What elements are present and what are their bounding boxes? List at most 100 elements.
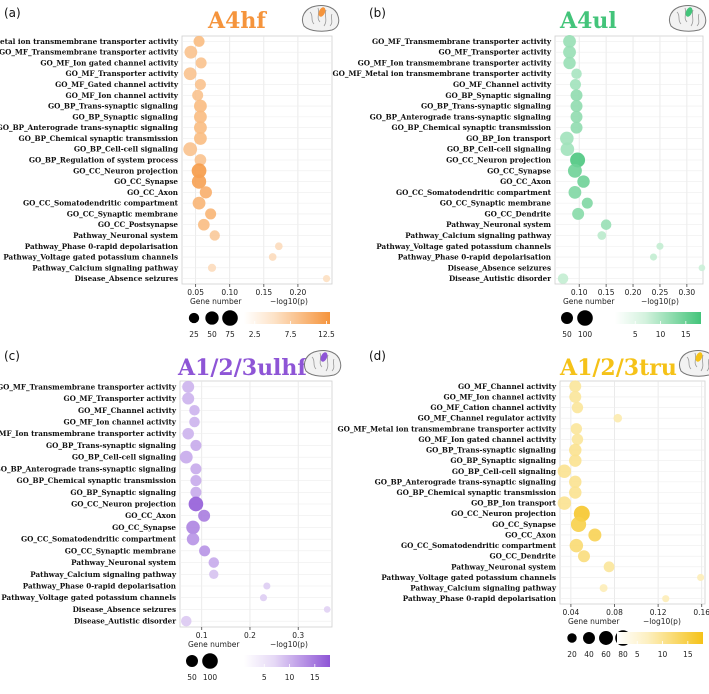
panel-label: (a) <box>4 6 21 20</box>
size-legend-title: Gene number <box>563 297 615 306</box>
color-legend-label: 5 <box>262 673 267 682</box>
data-point <box>600 584 608 592</box>
term-label: GO_CC_Synaptic membrane <box>440 199 552 208</box>
term-label: GO_MF_Ion transmembrane transporter acti… <box>358 58 552 67</box>
term-label: Disease_Absence seizures <box>73 605 176 614</box>
data-point <box>324 606 331 613</box>
brain-icon <box>303 5 339 31</box>
panel-label: (c) <box>4 349 20 363</box>
data-point <box>572 208 584 220</box>
term-label: GO_CC_Somatodendritic compartment <box>23 199 179 208</box>
size-legend-label: 50 <box>562 330 572 339</box>
data-point <box>190 475 201 486</box>
data-point <box>571 517 586 532</box>
term-label: GO_BP_Anterograde trans-synaptic signali… <box>0 123 178 132</box>
panel-label: (b) <box>369 6 386 20</box>
color-legend-bar <box>617 632 703 644</box>
x-axis-label: −log10(p) <box>643 617 681 626</box>
term-label: GO_BP_Anterograde trans-synaptic signali… <box>375 477 556 486</box>
panel-label: (d) <box>369 349 386 363</box>
data-point <box>561 142 575 156</box>
term-label: Pathway_Calcium signaling pathway <box>405 231 552 240</box>
term-label: GO_BP_Ion transport <box>466 134 552 143</box>
term-label: GO_BP_Cell-cell signaling <box>74 145 178 154</box>
term-label: GO_CC_Neuron projection <box>446 156 552 165</box>
term-label: GO_MF_Ion channel activity <box>65 91 178 100</box>
data-point <box>582 198 593 209</box>
data-point <box>180 451 193 464</box>
term-label: Pathway_Voltage gated potassium channels <box>381 573 556 582</box>
size-legend-dot <box>561 312 573 324</box>
data-point <box>260 594 267 601</box>
color-legend-label: 15 <box>683 650 693 659</box>
size-legend-dot <box>189 313 199 323</box>
data-point <box>198 510 210 522</box>
x-tick-label: 0.08 <box>606 608 623 617</box>
term-label: GO_MF_Channel regulator activity <box>418 414 557 423</box>
term-label: GO_CC_Synapse <box>487 166 551 175</box>
x-tick-label: 0.04 <box>563 608 580 617</box>
data-point <box>323 275 330 282</box>
data-point <box>205 208 216 219</box>
data-point <box>571 89 583 101</box>
data-point <box>189 405 200 416</box>
data-point <box>578 550 590 562</box>
term-label: GO_CC_Axon <box>127 188 179 197</box>
color-legend-bar <box>615 312 701 324</box>
term-label: Pathway_Neuronal system <box>71 558 176 567</box>
x-tick-label: 0.10 <box>571 288 588 297</box>
data-point <box>187 533 199 545</box>
term-label: Pathway_Voltage gated potassium channels <box>1 593 176 602</box>
data-point <box>571 68 582 79</box>
data-point <box>275 242 283 250</box>
term-label: Disease_Autistic disorder <box>449 274 551 283</box>
term-label: Pathway_Calcium signaling pathway <box>410 584 557 593</box>
term-label: GO_MF_Transporter activity <box>66 69 179 78</box>
data-point <box>697 574 704 581</box>
x-tick-label: 0.10 <box>221 288 238 297</box>
data-point <box>182 381 194 393</box>
term-label: Pathway_Neuronal system <box>73 231 178 240</box>
term-label: GO_MF_Metal ion transmembrane transporte… <box>0 37 179 46</box>
term-label: GO_MF_Transmembrane transporter activity <box>0 382 177 391</box>
data-point <box>563 46 576 59</box>
x-tick-label: 0.20 <box>290 288 307 297</box>
data-point <box>194 132 207 145</box>
data-point <box>192 90 203 101</box>
brain-icon <box>305 350 341 376</box>
data-point <box>571 122 583 134</box>
term-label: GO_BP_Synaptic signaling <box>450 456 556 465</box>
term-label: GO_CC_Synaptic membrane <box>65 546 177 555</box>
data-point <box>190 440 201 451</box>
x-tick-label: 0.25 <box>652 288 669 297</box>
color-legend-label: 5 <box>633 330 638 339</box>
size-legend-label: 50 <box>207 330 217 339</box>
term-label: GO_CC_Dendrite <box>485 209 552 218</box>
term-label: Pathway_Phase 0-rapid depolarisation <box>23 582 177 591</box>
term-label: Pathway_Phase 0-rapid depolarisation <box>25 242 179 251</box>
data-point <box>597 231 606 240</box>
x-tick-label: 0.1 <box>196 631 208 640</box>
color-legend-bar <box>244 312 330 324</box>
term-label: GO_CC_Somatodendritic compartment <box>21 535 177 544</box>
size-legend-dot <box>202 653 218 669</box>
term-label: GO_CC_Axon <box>125 511 177 520</box>
term-label: Disease_Absence seizures <box>448 263 551 272</box>
term-label: GO_CC_Somatodendritic compartment <box>396 188 552 197</box>
x-axis-label: −log10(p) <box>270 297 308 306</box>
term-label: GO_MF_Metal ion transmembrane transporte… <box>332 69 551 78</box>
term-label: GO_CC_Axon <box>505 530 557 539</box>
size-legend-label: 50 <box>187 673 197 682</box>
term-label: GO_MF_Ion gated channel activity <box>40 58 178 67</box>
term-label: GO_BP_Anterograde trans-synaptic signali… <box>370 112 551 121</box>
x-tick-label: 0.15 <box>598 288 615 297</box>
size-legend-dot <box>222 310 238 326</box>
term-label: Pathway_Voltage gated potassium channels <box>3 253 178 262</box>
term-label: Disease_Absence seizures <box>75 274 178 283</box>
term-label: GO_CC_Synaptic membrane <box>67 209 179 218</box>
size-legend-dot <box>583 632 595 644</box>
size-legend-title: Gene number <box>190 297 242 306</box>
term-label: Disease_Autistic disorder <box>74 617 176 626</box>
x-tick-label: 0.15 <box>255 288 272 297</box>
